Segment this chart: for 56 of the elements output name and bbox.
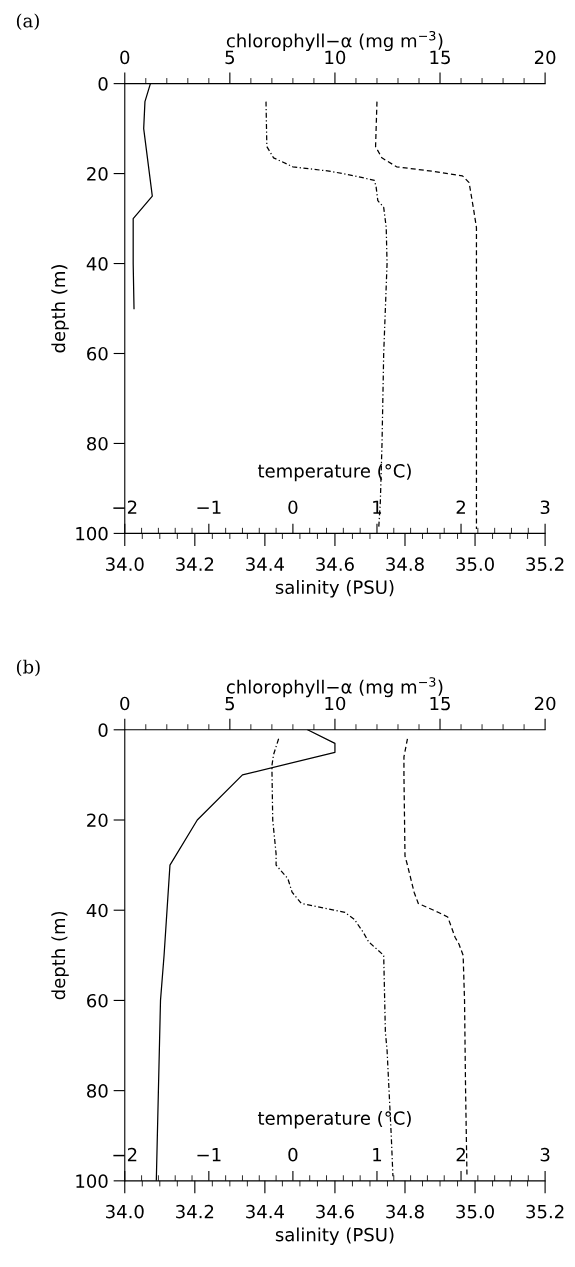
y-tick-label: 40 bbox=[86, 903, 108, 918]
x-tick-label: 34.8 bbox=[386, 557, 424, 571]
x-tick-label: 34.0 bbox=[106, 557, 144, 571]
x-tick-label: 35.0 bbox=[456, 1204, 494, 1219]
x-tick-label: 34.8 bbox=[386, 1204, 424, 1219]
y-tick-label: 80 bbox=[87, 436, 108, 451]
y-tick-label: 100 bbox=[76, 1174, 108, 1188]
x2-tick-label: 20 bbox=[534, 50, 556, 65]
y-tick-label: 40 bbox=[86, 257, 108, 271]
x-axis-title: temperature (°C) bbox=[257, 463, 411, 482]
y-axis-title: depth (m) bbox=[51, 911, 69, 1000]
x-tick-label: 2 bbox=[456, 500, 465, 514]
chart-title: (a) bbox=[16, 13, 39, 31]
x2-tick-label: 15 bbox=[430, 50, 450, 65]
x-axis-title: temperature (°C) bbox=[257, 1110, 411, 1129]
x-tick-label: 1 bbox=[373, 500, 382, 514]
x-tick-label: 0 bbox=[288, 1147, 298, 1162]
x-tick-label: −1 bbox=[197, 500, 221, 514]
x-tick-label: 3 bbox=[540, 1147, 550, 1162]
x2-tick-label: 10 bbox=[325, 50, 346, 65]
x-tick-label: 35.0 bbox=[456, 557, 494, 571]
x-axis-title: salinity (PSU) bbox=[275, 580, 394, 598]
x-tick-label: 34.6 bbox=[316, 557, 354, 571]
x-tick-label: 34.2 bbox=[176, 1204, 214, 1219]
y-tick-label: 0 bbox=[98, 723, 108, 737]
x-tick-label: 2 bbox=[456, 1147, 465, 1162]
x2-tick-label: 0 bbox=[120, 50, 130, 65]
y-axis-title: depth (m) bbox=[51, 265, 69, 353]
x2-tick-label: 15 bbox=[430, 696, 450, 711]
x2-tick-label: 10 bbox=[325, 696, 346, 711]
x-tick-label: 34.4 bbox=[246, 1204, 284, 1219]
x2-tick-label: 5 bbox=[225, 696, 235, 711]
x2-axis-title: chlorophyll−α (mg m$^{−3}$) bbox=[226, 677, 443, 698]
y-tick-label: 0 bbox=[98, 77, 108, 91]
x2-tick-label: 5 bbox=[225, 50, 235, 65]
x-tick-label: 34.4 bbox=[246, 557, 284, 571]
y-tick-label: 100 bbox=[76, 526, 108, 541]
x-tick-label: −1 bbox=[197, 1148, 221, 1162]
x-tick-label: 35.2 bbox=[526, 557, 564, 571]
y-tick-label: 60 bbox=[87, 993, 108, 1008]
y-tick-label: 60 bbox=[87, 346, 108, 361]
x-tick-label: 1 bbox=[373, 1148, 382, 1162]
x-tick-label: 35.2 bbox=[526, 1204, 564, 1219]
x-tick-label: 3 bbox=[540, 500, 550, 515]
y-tick-label: 80 bbox=[87, 1084, 108, 1098]
y-tick-label: 20 bbox=[87, 813, 108, 828]
x2-tick-label: 0 bbox=[120, 696, 130, 711]
chart-title: (b) bbox=[16, 659, 40, 677]
x-axis-title: salinity (PSU) bbox=[275, 1227, 394, 1245]
x-tick-label: 34.6 bbox=[316, 1204, 354, 1219]
y-tick-label: 20 bbox=[87, 167, 108, 181]
x2-tick-label: 20 bbox=[534, 696, 556, 711]
x-tick-label: 34.0 bbox=[106, 1204, 144, 1219]
line-series bbox=[374, 100, 478, 530]
x-tick-label: 34.2 bbox=[176, 557, 214, 571]
x-tick-label: 0 bbox=[288, 500, 298, 515]
